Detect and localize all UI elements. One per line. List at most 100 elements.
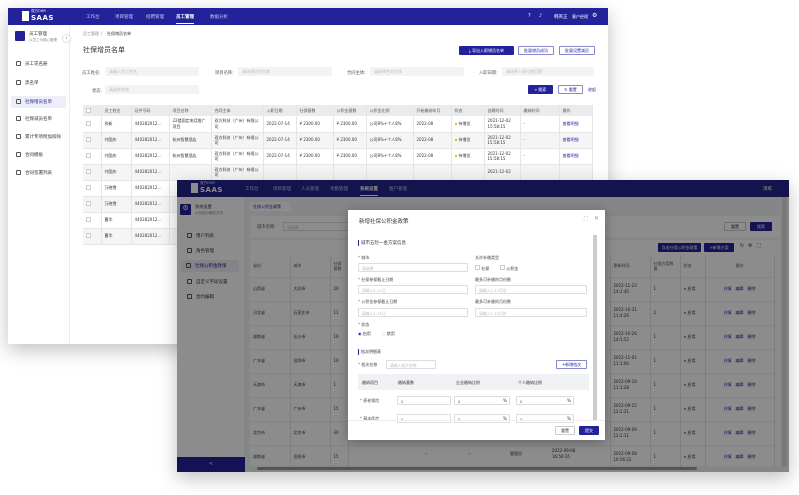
view-detail-link[interactable]: 查看明细 (562, 153, 579, 159)
table-cell[interactable]: 查看明细 (559, 132, 593, 148)
checkbox[interactable] (86, 185, 91, 190)
detail-link[interactable]: 详情 (723, 334, 732, 339)
row-checkbox[interactable] (83, 116, 102, 132)
nav-projects[interactable]: 项目管理 (115, 15, 133, 20)
nav-employees[interactable]: 员工管理 (176, 15, 194, 24)
search-button[interactable]: ⌕ 搜索 (528, 85, 553, 94)
collapse-sidebar-button[interactable]: ‹ (63, 35, 70, 42)
sidebar-item-contract-edit[interactable]: 合约编辑 (187, 294, 214, 300)
checkbox[interactable] (86, 169, 91, 174)
edit-link[interactable]: 编辑 (735, 310, 744, 315)
contract-select[interactable]: 请选择合同主体 (370, 67, 464, 76)
sidebar-item-contract-template[interactable]: 合同模板 (16, 152, 43, 158)
status-select[interactable]: 请选择状态 (105, 85, 199, 94)
checkbox[interactable] (86, 120, 91, 126)
detail-link[interactable]: 详情 (723, 406, 732, 411)
nav-workbench[interactable]: 工作台 (86, 15, 100, 20)
export-button[interactable]: 导出社保公积金政策 (658, 243, 701, 252)
reset-button[interactable]: 重置 (724, 222, 746, 231)
company-ratio-input[interactable]: 0 (454, 414, 510, 423)
checkbox[interactable] (86, 137, 91, 142)
settings-icon[interactable]: ⚙ (748, 243, 753, 249)
sidebar-item-deduction[interactable]: 累计专项附加扣除 (16, 134, 61, 140)
ss-deadline-input[interactable]: 请输入1-31日 (358, 285, 468, 294)
personal-ratio-input[interactable]: 0 (516, 396, 574, 405)
export-button[interactable]: ⤓ 导出入职增员名单 (459, 46, 514, 55)
add-tier-button[interactable]: +新增档次 (556, 360, 587, 369)
fullscreen-icon[interactable]: ⛶ (757, 243, 761, 249)
nav-workbench[interactable]: 工作台 (245, 187, 259, 192)
collapse-sidebar-button[interactable]: < (177, 457, 245, 472)
detail-link[interactable]: 详情 (723, 310, 732, 315)
tab-ss-policy[interactable]: 社保公积金政策 (250, 202, 290, 211)
delete-link[interactable]: 删除 (747, 286, 756, 291)
company-ratio-input[interactable]: 0 (454, 396, 510, 405)
refresh-icon[interactable]: ↻ (740, 243, 745, 249)
reset-button[interactable]: 重置 (555, 426, 575, 435)
sidebar-item-custom-fields[interactable]: 自定义字段设置 (187, 279, 228, 285)
nav-settings[interactable]: 系统设置 (360, 187, 378, 196)
row-checkbox[interactable] (83, 164, 102, 180)
edit-link[interactable]: 编辑 (735, 334, 744, 339)
project-select[interactable]: 请选择项目名称 (238, 67, 332, 76)
checkbox[interactable] (86, 233, 91, 238)
sidebar-item-roster[interactable]: 员工花名册 (16, 61, 48, 67)
nav-recruit[interactable]: 招聘管理 (146, 15, 164, 20)
hf-months-input[interactable]: 请输入1-12月份 (475, 308, 587, 317)
collapse-filters-link[interactable]: 收起 (588, 87, 596, 92)
add-scheme-button[interactable]: +新增方案 (704, 243, 734, 252)
city-select[interactable]: 请选择 (358, 263, 468, 272)
delete-link[interactable]: 删除 (747, 382, 756, 387)
delete-link[interactable]: 删除 (747, 406, 756, 411)
nav-projects[interactable]: 项目管理 (273, 187, 291, 192)
tier-name-input[interactable]: 请输入档次名称 (386, 360, 436, 369)
detail-link[interactable]: 详情 (723, 286, 732, 291)
horizontal-scrollbar[interactable] (257, 467, 697, 470)
delete-link[interactable]: 删除 (747, 358, 756, 363)
sidebar-item-blacklist[interactable]: 黑名单 (16, 80, 39, 86)
delete-link[interactable]: 删除 (747, 334, 756, 339)
supplement-checkbox-social[interactable]: 社保 (475, 265, 489, 272)
row-checkbox[interactable] (83, 180, 102, 196)
detail-link[interactable]: 详情 (723, 358, 732, 363)
reset-button[interactable]: ↻ 重置 (558, 85, 583, 94)
view-detail-link[interactable]: 查看明细 (562, 121, 579, 126)
edit-link[interactable]: 编辑 (735, 454, 744, 459)
select-all-checkbox[interactable] (83, 105, 102, 116)
user-name[interactable]: 演练 (763, 187, 772, 192)
close-icon[interactable]: ✕ (594, 215, 600, 222)
help-icon[interactable]: ? (528, 13, 531, 19)
sidebar-item-roles[interactable]: 角色管理 (187, 248, 214, 254)
submit-button[interactable]: 提交 (579, 426, 599, 435)
breadcrumb-parent[interactable]: 员工管理 (83, 31, 99, 36)
table-cell[interactable]: 查看明细 (559, 116, 593, 132)
nav-people[interactable]: 人员管理 (301, 187, 319, 192)
name-input[interactable]: 请输入员工姓名 (105, 67, 199, 76)
batch-remove-button[interactable]: 批量设置减员 (559, 46, 595, 55)
status-radio-enabled[interactable]: ◉ 启用 (358, 331, 371, 337)
detail-link[interactable]: 详情 (723, 430, 732, 435)
base-input[interactable]: 0 (397, 414, 451, 423)
ss-months-input[interactable]: 请输入1-12月份 (475, 285, 587, 294)
bell-icon[interactable]: ♪ (539, 13, 543, 19)
edit-link[interactable]: 编辑 (735, 430, 744, 435)
nav-analytics[interactable]: 数据分析 (210, 15, 228, 20)
edit-link[interactable]: 编辑 (735, 358, 744, 363)
batch-add-success-button[interactable]: 批量增员成功 (518, 46, 554, 55)
nav-attendance[interactable]: 考勤管理 (330, 187, 348, 192)
nav-tenants[interactable]: 租户管理 (389, 187, 407, 192)
delete-link[interactable]: 删除 (747, 310, 756, 315)
status-radio-disabled[interactable]: ○ 禁用 (382, 331, 395, 337)
user-name[interactable]: 韩英正 (554, 15, 568, 20)
row-checkbox[interactable] (83, 196, 102, 212)
personal-ratio-input[interactable]: 0 (516, 414, 574, 423)
table-cell[interactable]: 查看明细 (559, 148, 593, 164)
row-checkbox[interactable] (83, 212, 102, 228)
maximize-icon[interactable]: ⛶ (584, 216, 588, 222)
table-cell[interactable] (559, 164, 593, 180)
detail-link[interactable]: 详情 (723, 454, 732, 459)
sidebar-item-ss-policy[interactable]: 社保公积金政策 (181, 260, 239, 272)
row-checkbox[interactable] (83, 132, 102, 148)
date-range-input[interactable]: 请选择入职日期范围 (502, 67, 594, 76)
sidebar-item-users[interactable]: 用户列表 (187, 233, 214, 239)
